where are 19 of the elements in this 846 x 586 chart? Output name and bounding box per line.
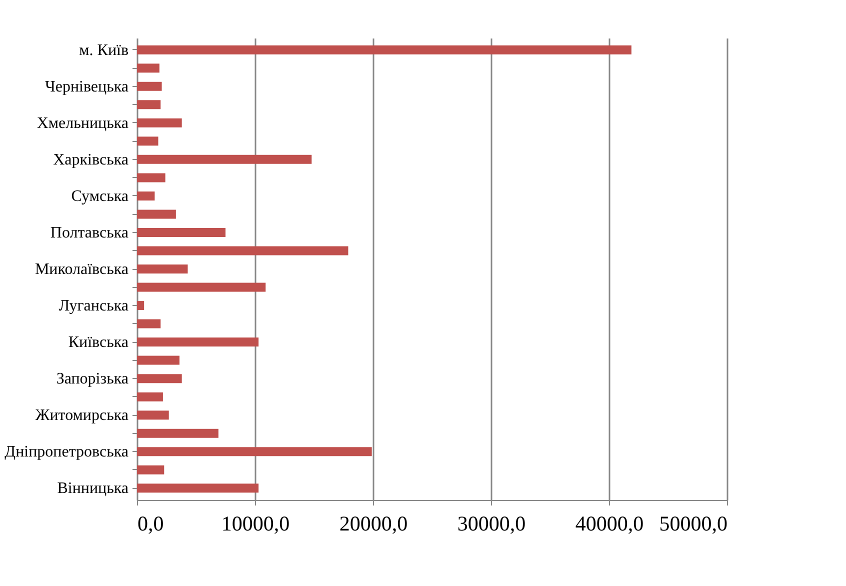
y-tick-label: Хмельницька xyxy=(36,114,128,132)
y-tick-label: Луганська xyxy=(58,298,128,315)
y-tick-label: Полтавська xyxy=(50,224,128,242)
y-tick-label: Миколаївська xyxy=(34,261,128,278)
y-tick-label: м. Київ xyxy=(79,42,129,59)
x-tick-label: 30000,0 xyxy=(457,512,526,536)
x-tick-label: 20000,0 xyxy=(339,512,408,536)
x-tick-label: 40000,0 xyxy=(575,512,644,536)
y-tick-label: Запорізька xyxy=(56,370,128,388)
y-tick-label: Харківська xyxy=(53,151,128,168)
x-tick-label: 50000,0 xyxy=(659,512,728,536)
y-tick-label: Житомирська xyxy=(35,407,128,424)
y-tick-label: Сумська xyxy=(71,188,128,205)
y-tick-label: Київська xyxy=(68,334,128,352)
x-tick-label: 10000,0 xyxy=(221,512,290,536)
x-tick-label: 0,0 xyxy=(138,512,164,536)
y-tick-label: Вінницька xyxy=(57,480,128,498)
y-tick-label: Дніпропетровська xyxy=(4,444,128,461)
y-tick-label: Чернівецька xyxy=(44,78,128,96)
